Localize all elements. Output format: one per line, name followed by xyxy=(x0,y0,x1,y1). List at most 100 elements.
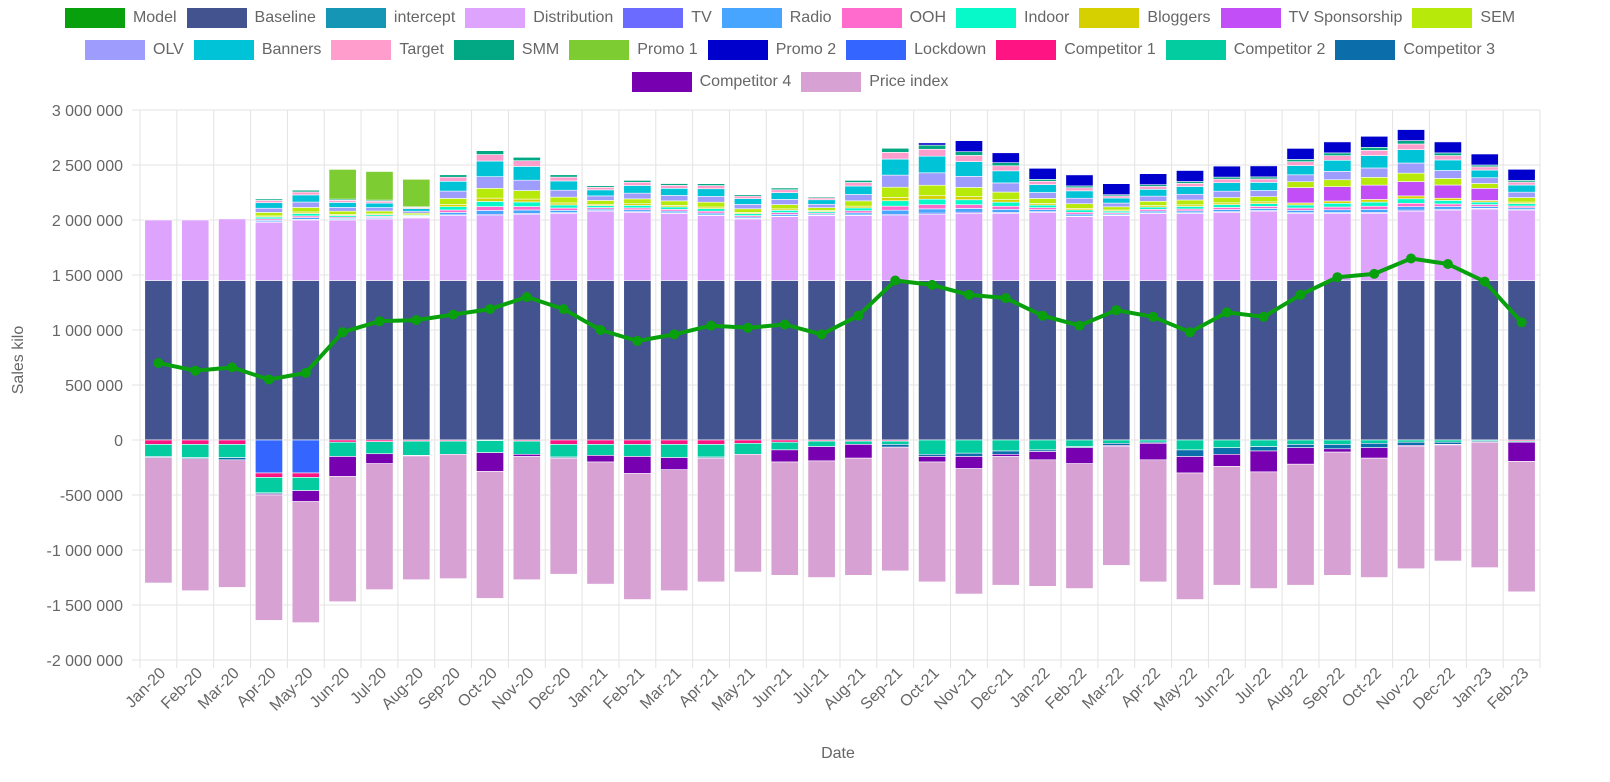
bar-segment-price-index xyxy=(1470,441,1499,568)
legend-item[interactable]: Target xyxy=(331,40,444,60)
legend-swatch xyxy=(707,40,768,60)
x-tick-label: Mar-22 xyxy=(1079,665,1127,713)
legend-item[interactable]: Model xyxy=(64,8,177,28)
bar-segment-competitor-1 xyxy=(770,439,799,443)
bar-segment-indoor xyxy=(1286,204,1315,209)
bar-segment-baseline xyxy=(881,280,910,441)
bar-segment-baseline xyxy=(1360,280,1389,441)
bar-segment-promo-2 xyxy=(1470,153,1499,166)
bar-segment-target xyxy=(955,155,983,162)
bar-segment-baseline xyxy=(402,280,431,441)
bar-segment-competitor-3 xyxy=(1102,442,1131,446)
legend-item[interactable]: Competitor 2 xyxy=(1165,40,1325,60)
bar-segment-sem xyxy=(1212,197,1241,204)
y-tick-label: 3 000 000 xyxy=(52,103,123,120)
bar-segment-competitor-2 xyxy=(844,440,873,445)
legend-label: Competitor 3 xyxy=(1403,41,1495,58)
bar-segment-competitor-2 xyxy=(291,477,320,491)
bar-segment-distribution xyxy=(770,216,799,281)
legend-label: Radio xyxy=(789,9,832,26)
bar-segment-banners xyxy=(623,185,652,194)
bar-segment-olv xyxy=(733,204,762,210)
bar-segment-ooh xyxy=(955,204,983,209)
bar-segment-ooh xyxy=(476,206,504,211)
bar-segment-sem xyxy=(1470,183,1499,189)
legend-item[interactable]: SEM xyxy=(1412,8,1515,28)
bar-segment-banners xyxy=(1249,182,1278,191)
legend-label: Model xyxy=(132,9,177,26)
bar-segment-sem xyxy=(1176,199,1204,206)
legend-item[interactable]: Radio xyxy=(721,8,832,28)
model-line-path xyxy=(158,256,1524,382)
bar-segment-tv-sponsorship xyxy=(1470,188,1499,201)
legend-item[interactable]: Competitor 3 xyxy=(1335,40,1495,60)
bar-segment-target xyxy=(549,176,578,182)
bar-segment-competitor-3 xyxy=(1176,449,1204,457)
bar-segment-distribution xyxy=(844,215,873,281)
bar-segment-competitor-4 xyxy=(512,453,541,457)
bar-segment-competitor-3 xyxy=(918,453,947,457)
bar-segment-target xyxy=(881,152,910,160)
legend-item[interactable]: Bloggers xyxy=(1079,8,1211,28)
bar-segment-banners xyxy=(1065,190,1094,199)
bar-segment-price-index xyxy=(402,455,431,581)
legend-item[interactable]: Indoor xyxy=(956,8,1069,28)
legend-item[interactable]: TV xyxy=(623,8,712,28)
model-point xyxy=(1148,311,1159,322)
legend-item[interactable]: Lockdown xyxy=(846,40,986,60)
legend-swatch xyxy=(956,8,1017,28)
bar-segment-baseline xyxy=(1470,280,1499,441)
bar-segment-indoor xyxy=(291,213,320,217)
legend-swatch xyxy=(1335,40,1396,60)
legend-swatch xyxy=(631,72,692,92)
bar-segment-distribution xyxy=(991,213,1020,281)
bar-segment-sem xyxy=(955,187,983,197)
bar-segment-sem xyxy=(1139,201,1168,206)
bar-segment-target xyxy=(991,165,1020,172)
bar-segment-olv xyxy=(918,172,947,186)
bar-segment-target xyxy=(255,200,283,204)
bar-segment-distribution xyxy=(476,215,504,281)
bar-segment-indoor xyxy=(476,201,504,207)
bar-segment-smm xyxy=(1360,146,1389,151)
legend-item[interactable]: OLV xyxy=(85,40,184,60)
legend-item[interactable]: intercept xyxy=(325,8,455,28)
legend-item[interactable]: SMM xyxy=(453,40,560,60)
model-point xyxy=(1111,305,1122,316)
bar-segment-baseline xyxy=(1286,280,1315,441)
bar-segment-olv xyxy=(255,207,283,213)
bar-segment-price-index xyxy=(807,460,836,578)
bar-segment-baseline xyxy=(181,280,210,441)
legend-label: Lockdown xyxy=(914,41,987,58)
legend-item[interactable]: TV Sponsorship xyxy=(1220,8,1402,28)
model-point xyxy=(1332,272,1343,283)
legend-item[interactable]: Competitor 4 xyxy=(631,72,791,92)
bar-segment-sem xyxy=(770,204,799,210)
bar-segment-target xyxy=(733,195,762,199)
model-point xyxy=(963,289,974,300)
legend-item[interactable]: Distribution xyxy=(465,8,613,28)
legend-item[interactable]: Promo 1 xyxy=(569,40,698,60)
bar-segment-competitor-2 xyxy=(918,439,947,455)
legend-item[interactable]: Banners xyxy=(193,40,321,60)
bar-segment-banners xyxy=(1470,169,1499,179)
bar-segment-distribution xyxy=(1212,212,1241,281)
legend-item[interactable]: OOH xyxy=(841,8,946,28)
bars xyxy=(144,129,1536,623)
bar-segment-competitor-4 xyxy=(291,490,320,502)
legend-item[interactable]: Promo 2 xyxy=(707,40,836,60)
bar-segment-price-index xyxy=(918,461,947,583)
bar-segment-price-index xyxy=(623,473,652,600)
legend-item[interactable]: Price index xyxy=(801,72,948,92)
legend-swatch xyxy=(841,8,902,28)
legend-label: SMM xyxy=(521,41,560,58)
legend-item[interactable]: Competitor 1 xyxy=(996,40,1156,60)
bar-segment-banners xyxy=(1507,184,1536,193)
x-tick-label: Dec-22 xyxy=(1410,665,1459,714)
model-line xyxy=(153,253,1527,385)
bar-segment-target xyxy=(1176,183,1204,187)
bar-segment-competitor-2 xyxy=(1249,439,1278,447)
legend-item[interactable]: Baseline xyxy=(186,8,316,28)
bar-segment-banners xyxy=(1028,184,1057,193)
bar-segment-price-index xyxy=(476,471,504,599)
